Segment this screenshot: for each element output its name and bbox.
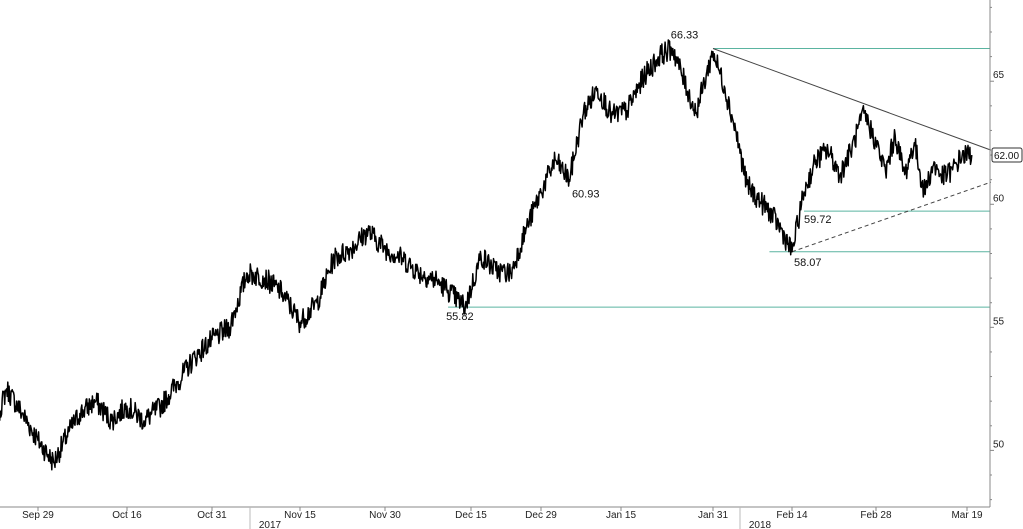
- y-axis: 50 55 60 65: [989, 0, 1005, 507]
- x-tick-label: Oct 31: [197, 510, 227, 521]
- x-tick-label: Oct 16: [112, 510, 142, 521]
- value-annotation: 55.82: [446, 311, 474, 323]
- year-label: 2017: [259, 520, 282, 529]
- y-tick-label: 55: [993, 316, 1005, 327]
- price-series-layer: [0, 39, 973, 471]
- x-tick-label: Sep 29: [22, 510, 54, 521]
- trendlines-layer: [712, 48, 992, 253]
- x-tick-label: Nov 30: [369, 510, 401, 521]
- last-value-label: 62.00: [994, 151, 1019, 162]
- value-annotation: 60.93: [572, 188, 600, 200]
- value-annotation: 58.07: [794, 257, 822, 269]
- support-trendline: [791, 181, 992, 253]
- x-tick-label: Jan 15: [606, 510, 636, 521]
- last-value-marker: 62.00: [991, 147, 1023, 163]
- y-tick-label: 60: [993, 193, 1005, 204]
- price-line: [0, 39, 973, 471]
- x-tick-label: Dec 29: [525, 510, 557, 521]
- value-annotation: 59.72: [804, 214, 832, 226]
- x-tick-label: Feb 28: [860, 510, 892, 521]
- last-value-box: [991, 147, 1023, 163]
- x-tick-label: Dec 15: [455, 510, 487, 521]
- annotations-layer: 66.33 60.93 59.72 58.07 55.82: [446, 29, 831, 323]
- x-tick-label: Jan 31: [698, 510, 728, 521]
- y-tick-label: 65: [993, 70, 1005, 81]
- resistance-trendline: [712, 48, 992, 151]
- x-tick-label: Mar 19: [951, 510, 983, 521]
- y-tick-label: 50: [993, 439, 1005, 450]
- x-tick-label: Feb 14: [776, 510, 808, 521]
- x-axis: Sep 29 Oct 16 Oct 31 Nov 15 Nov 30 Dec 15 Dec …: [0, 506, 990, 529]
- value-annotation: 66.33: [671, 29, 699, 41]
- x-tick-label: Nov 15: [284, 510, 316, 521]
- support-lines-layer: [448, 47, 990, 308]
- year-label: 2018: [749, 520, 772, 529]
